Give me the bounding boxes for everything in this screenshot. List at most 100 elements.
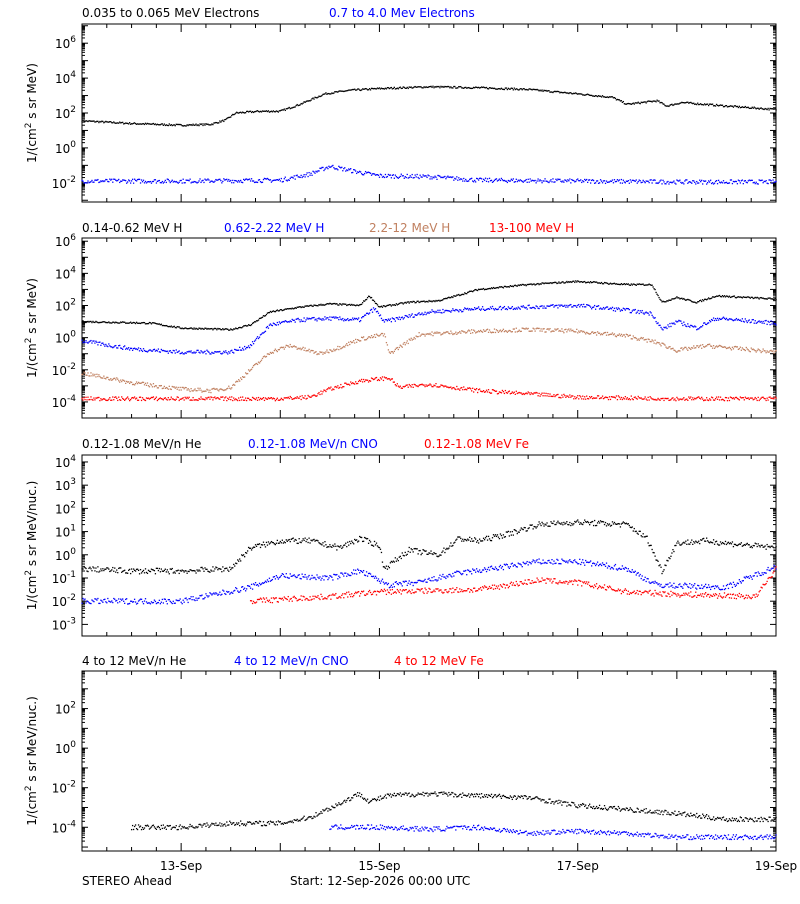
data-point (473, 391, 474, 392)
data-point (382, 376, 383, 377)
data-point (438, 86, 439, 87)
data-point (617, 309, 618, 310)
data-point (289, 398, 290, 399)
data-point (714, 400, 715, 401)
data-point (752, 297, 753, 298)
data-point (337, 169, 338, 170)
data-point (375, 308, 376, 309)
data-point (742, 347, 743, 348)
data-point (538, 308, 539, 309)
data-point (725, 347, 726, 348)
data-point (124, 400, 125, 401)
data-point (763, 182, 764, 183)
data-point (769, 324, 770, 325)
data-point (303, 174, 304, 175)
data-point (136, 398, 137, 399)
data-point (365, 171, 366, 172)
data-point (739, 180, 740, 181)
data-point (134, 384, 135, 385)
data-point (230, 388, 231, 389)
data-point (397, 347, 398, 348)
data-point (289, 180, 290, 181)
data-point (528, 179, 529, 180)
data-point (357, 383, 358, 384)
data-point (395, 305, 396, 306)
data-point (591, 396, 592, 397)
data-point (300, 348, 301, 349)
data-point (238, 379, 239, 380)
data-point (685, 347, 686, 348)
data-point (120, 567, 121, 568)
data-point (333, 92, 334, 93)
data-point (695, 326, 696, 327)
data-point (95, 376, 96, 377)
data-point (595, 182, 596, 183)
data-point (164, 386, 165, 387)
data-point (494, 328, 495, 329)
data-point (507, 393, 508, 394)
data-point (599, 333, 600, 334)
data-point (548, 90, 549, 91)
data-point (169, 180, 170, 181)
data-point (494, 309, 495, 310)
data-point (436, 179, 437, 180)
data-point (677, 398, 678, 399)
data-point (304, 347, 305, 348)
data-point (717, 318, 718, 319)
data-point (698, 347, 699, 348)
data-point (441, 312, 442, 313)
data-point (154, 570, 155, 571)
data-point (516, 328, 517, 329)
data-point (194, 388, 195, 389)
data-point (729, 182, 730, 183)
data-point (499, 179, 500, 180)
data-point (131, 568, 132, 569)
data-point (208, 352, 209, 353)
data-point (718, 396, 719, 397)
data-point (87, 571, 88, 572)
data-point (138, 347, 139, 348)
data-point (506, 181, 507, 182)
data-point (757, 350, 758, 351)
data-point (599, 182, 600, 183)
legend-label: 0.12-1.08 MeV/n He (82, 437, 201, 451)
data-point (329, 316, 330, 317)
data-point (445, 178, 446, 179)
data-point (184, 388, 185, 389)
data-point (702, 325, 703, 326)
data-point (424, 335, 425, 336)
data-point (642, 182, 643, 183)
data-point (661, 183, 662, 184)
data-point (117, 347, 118, 348)
data-point (261, 333, 262, 334)
data-point (687, 323, 688, 324)
data-point (183, 387, 184, 388)
data-point (304, 176, 305, 177)
data-point (390, 304, 391, 305)
data-point (593, 180, 594, 181)
data-point (186, 398, 187, 399)
data-point (381, 378, 382, 379)
data-point (371, 175, 372, 176)
data-point (92, 374, 93, 375)
data-point (742, 179, 743, 180)
data-point (544, 178, 545, 179)
data-point (452, 176, 453, 177)
data-point (418, 178, 419, 179)
data-point (402, 388, 403, 389)
data-point (373, 336, 374, 337)
data-point (310, 173, 311, 174)
data-point (727, 400, 728, 401)
data-point (252, 367, 253, 368)
data-point (245, 112, 246, 113)
data-point (350, 168, 351, 169)
data-point (270, 323, 271, 324)
data-point (638, 396, 639, 397)
data-point (711, 346, 712, 347)
data-point (165, 180, 166, 181)
data-point (312, 306, 313, 307)
data-point (413, 339, 414, 340)
data-point (766, 398, 767, 399)
data-point (301, 399, 302, 400)
data-point (393, 174, 394, 175)
